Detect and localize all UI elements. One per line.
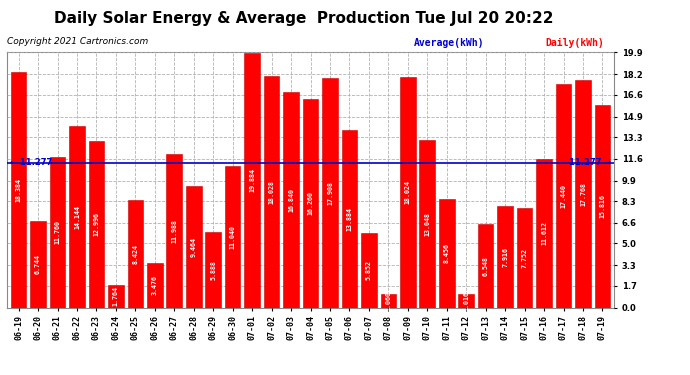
Bar [50,157,66,308]
Text: 3.476: 3.476 [152,275,158,295]
Text: 18.028: 18.028 [268,180,275,204]
Text: 1.060: 1.060 [385,291,391,311]
Text: 8.456: 8.456 [444,243,450,263]
Bar [517,208,533,308]
Bar [361,232,377,308]
Bar [342,130,357,308]
Text: 16.840: 16.840 [288,188,294,211]
Text: 6.548: 6.548 [482,255,489,276]
Text: 6.744: 6.744 [35,254,41,274]
Text: 11.760: 11.760 [55,220,61,244]
Text: Copyright 2021 Cartronics.com: Copyright 2021 Cartronics.com [7,38,148,46]
Text: 8.424: 8.424 [132,243,139,264]
Bar [420,140,435,308]
Text: 1.016: 1.016 [463,291,469,311]
Bar [439,199,455,308]
Bar [108,285,124,308]
Bar [30,221,46,308]
Text: 18.024: 18.024 [405,180,411,204]
Text: 18.384: 18.384 [16,178,21,202]
Text: 11.612: 11.612 [541,221,547,245]
Bar [322,78,337,308]
Bar [88,141,104,308]
Text: 5.888: 5.888 [210,260,216,280]
Bar [555,84,571,308]
Text: 17.440: 17.440 [560,184,566,208]
Bar [69,126,85,308]
Bar [458,294,474,307]
Text: 17.768: 17.768 [580,182,586,206]
Bar [536,159,552,308]
Bar [11,72,26,308]
Text: 7.752: 7.752 [522,248,528,268]
Text: 12.996: 12.996 [93,212,99,236]
Text: Daily Solar Energy & Average  Production Tue Jul 20 20:22: Daily Solar Energy & Average Production … [54,11,553,26]
Bar [400,76,415,308]
Text: 19.884: 19.884 [249,168,255,192]
Text: 13.884: 13.884 [346,207,353,231]
Bar [575,80,591,308]
Bar [206,232,221,308]
Text: Daily(kWh): Daily(kWh) [545,38,604,48]
Bar [284,92,299,308]
Text: 17.908: 17.908 [327,181,333,205]
Text: Average(kWh): Average(kWh) [414,38,484,48]
Bar [478,224,493,308]
Bar [381,294,396,307]
Bar [244,53,260,307]
Bar [497,206,513,308]
Text: 16.260: 16.260 [308,191,313,215]
Text: 9.464: 9.464 [190,237,197,257]
Bar [264,76,279,308]
Text: ← 11.277: ← 11.277 [10,159,52,168]
Text: 13.048: 13.048 [424,212,431,236]
Bar [166,154,182,308]
Text: 11.988: 11.988 [171,219,177,243]
Text: 11.040: 11.040 [230,225,236,249]
Text: 14.144: 14.144 [74,205,80,229]
Bar [303,99,318,308]
Text: 11.277 →: 11.277 → [569,159,611,168]
Bar [595,105,610,308]
Bar [186,186,201,308]
Bar [128,200,143,308]
Text: 7.916: 7.916 [502,247,508,267]
Text: 5.852: 5.852 [366,260,372,280]
Text: 1.764: 1.764 [113,286,119,306]
Bar [147,263,163,308]
Bar [225,166,240,308]
Text: 15.816: 15.816 [600,194,605,218]
